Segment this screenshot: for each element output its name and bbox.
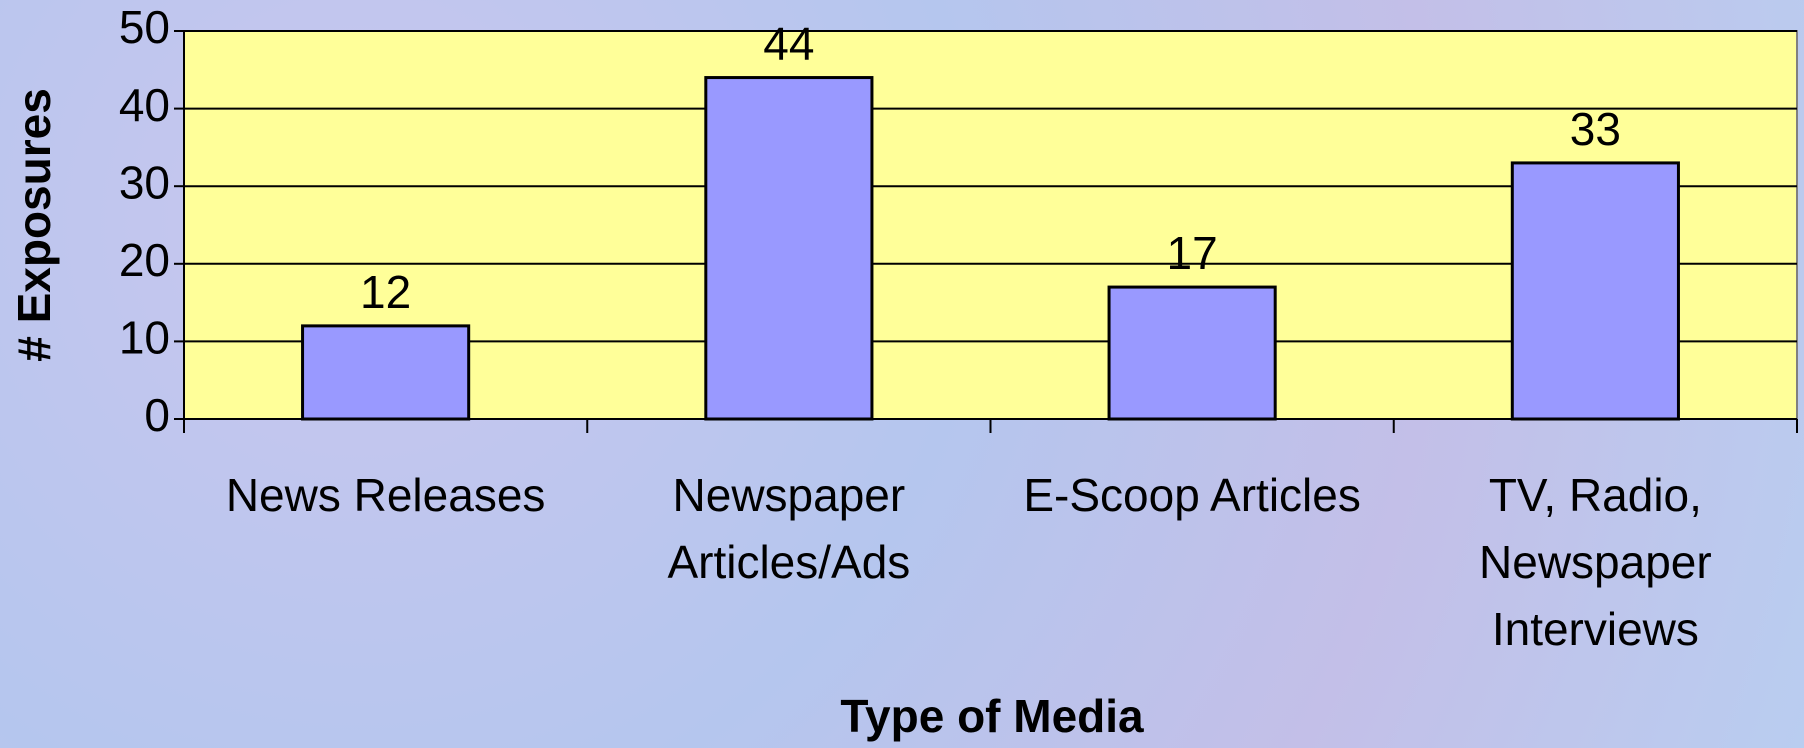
bar: [1107, 285, 1277, 421]
x-tick-label: TV, Radio, Newspaper Interviews: [1479, 469, 1712, 655]
data-label: 44: [763, 18, 814, 70]
x-tick-label: News Releases: [225, 469, 546, 521]
bar: [704, 76, 874, 421]
data-label: 17: [1167, 227, 1218, 279]
data-label: 12: [360, 266, 411, 318]
y-axis-title: # Exposures: [8, 88, 60, 362]
x-tick-label: E-Scoop Articles: [1023, 469, 1361, 521]
bar: [1510, 161, 1680, 421]
y-tick-label: 50: [119, 1, 170, 53]
y-tick-label: 30: [119, 156, 170, 208]
bar: [301, 324, 471, 421]
x-axis-title: Type of Media: [840, 690, 1144, 742]
x-tick-label: Newspaper Articles/Ads: [667, 469, 911, 588]
y-tick-label: 40: [119, 79, 170, 131]
y-tick-label: 10: [119, 312, 170, 364]
data-label: 33: [1570, 103, 1621, 155]
y-tick-label: 0: [144, 389, 170, 441]
y-tick-label: 20: [119, 234, 170, 286]
